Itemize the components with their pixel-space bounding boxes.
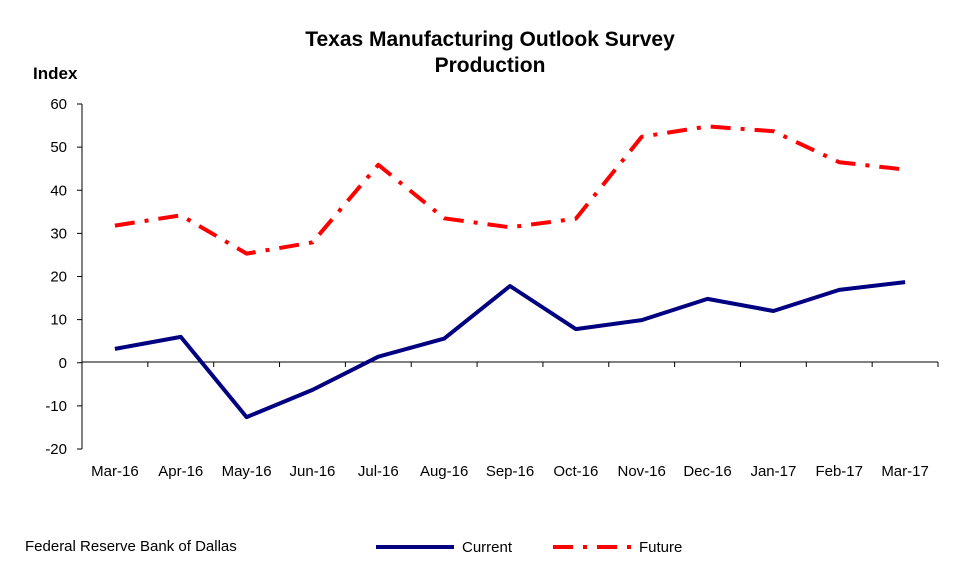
legend-future: Future <box>553 536 682 558</box>
chart-series <box>114 124 906 420</box>
series-line-future <box>114 124 906 256</box>
x-tick-label: Oct-16 <box>553 463 598 480</box>
x-tick-label: Nov-16 <box>618 463 666 480</box>
x-tick-label: Sep-16 <box>486 463 534 480</box>
x-tick-label: Aug-16 <box>420 463 468 480</box>
legend-current-swatch <box>376 545 454 549</box>
x-tick-label: Feb-17 <box>815 463 863 480</box>
y-tick-label: 50 <box>50 139 67 156</box>
legend-future-label: Future <box>639 538 683 556</box>
x-tick-label: May-16 <box>222 463 272 480</box>
y-tick-label: 40 <box>50 182 67 199</box>
y-tick-label: 0 <box>59 355 67 372</box>
series-line-current <box>114 280 906 420</box>
legend-current: Current <box>376 536 512 558</box>
y-tick-label: 10 <box>50 312 67 329</box>
x-tick-label: Jul-16 <box>358 463 399 480</box>
y-tick-label: -20 <box>45 441 67 458</box>
source-note: Federal Reserve Bank of Dallas <box>25 538 237 555</box>
y-tick-label: 20 <box>50 269 67 286</box>
legend-future-swatch <box>553 545 631 549</box>
x-tick-label: Mar-17 <box>881 463 929 480</box>
x-tick-label: Jun-16 <box>290 463 336 480</box>
x-tick-label: Mar-16 <box>91 463 139 480</box>
chart-axes: -20 -10 0 10 20 30 40 50 60 Mar-16 Apr-16 May-16 Jun… <box>45 96 939 480</box>
chart-subtitle: Production <box>434 54 546 77</box>
y-tick-label: 60 <box>50 96 67 113</box>
y-tick-label: 30 <box>50 225 67 242</box>
chart-title: Texas Manufacturing Outlook Survey <box>305 28 675 51</box>
x-tick-label: Apr-16 <box>158 463 203 480</box>
y-tick-label: -10 <box>45 398 67 415</box>
y-axis-label: Index <box>33 64 78 83</box>
legend-current-label: Current <box>462 538 513 556</box>
x-tick-label: Jan-17 <box>750 463 796 480</box>
x-tick-label: Dec-16 <box>683 463 731 480</box>
